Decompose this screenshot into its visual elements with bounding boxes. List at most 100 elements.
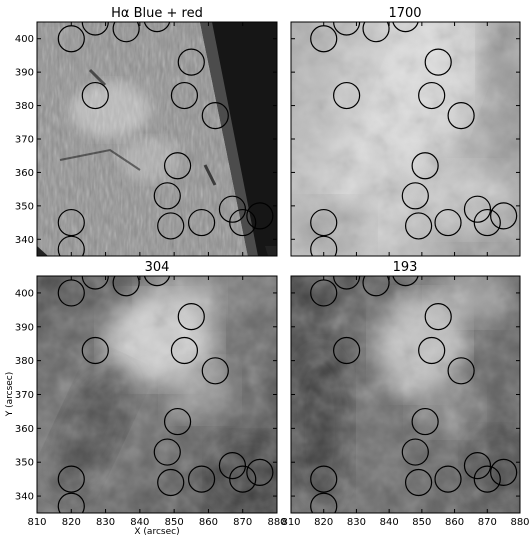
x-tick-label-p304-840: 840 — [130, 517, 149, 528]
x-tick-label-p193-850: 850 — [412, 517, 431, 528]
x-tick-label-p193-870: 870 — [478, 517, 497, 528]
marker-circle-p193-14 — [473, 465, 501, 493]
marker-circle-p304-5 — [81, 336, 109, 365]
x-tick-label-p193-810: 810 — [281, 517, 300, 528]
marker-circle-p1700-5 — [333, 81, 361, 110]
marker-circle-p193-4 — [424, 303, 452, 331]
marker-circle-p1700-13 — [463, 195, 492, 223]
circle-group-p193 — [310, 276, 518, 513]
marker-circle-halpha-16 — [57, 235, 85, 256]
marker-circle-p1700-15 — [490, 202, 518, 230]
marker-circle-p304-4 — [177, 303, 205, 331]
y-tick-label-halpha-380: 380 — [15, 101, 34, 112]
marker-circle-p1700-11 — [404, 212, 433, 240]
marker-circle-p304-11 — [157, 468, 185, 497]
y-tick-label-p304-400: 400 — [15, 288, 34, 299]
marker-circle-p304-15 — [246, 458, 274, 486]
x-tick-label-p304-820: 820 — [62, 517, 81, 528]
y-axis-label: Y (arcsec) — [5, 372, 15, 418]
marker-circle-halpha-8 — [163, 152, 192, 180]
y-tick-label-halpha-340: 340 — [15, 235, 34, 246]
marker-circle-halpha-12 — [187, 208, 216, 237]
y-tick-label-halpha-390: 390 — [15, 68, 34, 79]
panel-title-1700: 1700 — [388, 6, 421, 21]
panel-halpha-image — [37, 22, 277, 256]
marker-circle-p304-10 — [57, 465, 85, 493]
marker-circle-halpha-9 — [153, 182, 181, 210]
y-tick-label-halpha-350: 350 — [15, 201, 34, 212]
marker-circle-p304-6 — [170, 336, 199, 365]
y-tick-label-p304-340: 340 — [15, 492, 34, 503]
marker-circle-halpha-14 — [229, 208, 257, 237]
circle-group-halpha — [57, 22, 274, 256]
marker-circle-halpha-2 — [112, 22, 140, 43]
x-tick-label-p304-860: 860 — [199, 517, 218, 528]
marker-circle-halpha-13 — [218, 195, 247, 223]
marker-circle-p1700-12 — [434, 208, 462, 237]
marker-circle-p1700-4 — [424, 48, 452, 76]
y-tick-label-halpha-400: 400 — [15, 34, 34, 45]
marker-circle-p1700-6 — [418, 81, 446, 110]
x-tick-label-p193-860: 860 — [445, 517, 464, 528]
marker-circle-p1700-10 — [310, 208, 338, 237]
marker-circle-p304-16 — [57, 492, 85, 513]
x-tick-label-p304-810: 810 — [27, 517, 46, 528]
marker-circle-p304-8 — [163, 407, 192, 436]
marker-circle-p304-1 — [81, 276, 109, 290]
marker-circle-p1700-14 — [473, 208, 501, 237]
x-tick-label-p304-850: 850 — [165, 517, 184, 528]
panel-title-304: 304 — [145, 260, 170, 275]
marker-circle-p193-6 — [418, 336, 446, 365]
marker-circle-p193-13 — [463, 452, 492, 480]
marker-circle-p193-5 — [333, 336, 361, 365]
panel-halpha — [37, 22, 277, 256]
marker-circle-p193-16 — [310, 492, 338, 513]
marker-circle-p193-8 — [411, 407, 439, 436]
marker-circle-halpha-1 — [81, 22, 109, 36]
marker-circle-halpha-6 — [170, 81, 199, 110]
marker-circle-p193-12 — [434, 465, 462, 493]
x-tick-label-p193-880: 880 — [510, 517, 529, 528]
marker-circle-halpha-15 — [246, 202, 274, 230]
marker-circle-p304-13 — [218, 452, 247, 480]
marker-circle-halpha-3 — [143, 22, 171, 33]
marker-circle-p1700-8 — [411, 152, 439, 180]
marker-circle-p304-9 — [153, 438, 181, 466]
y-tick-label-p304-360: 360 — [15, 424, 34, 435]
panel-304-image — [37, 276, 277, 513]
x-tick-label-p193-830: 830 — [347, 517, 366, 528]
marker-circle-p193-7 — [447, 357, 475, 385]
marker-circle-p1700-16 — [310, 235, 338, 256]
marker-circle-p193-2 — [362, 276, 390, 297]
marker-circle-p1700-2 — [362, 22, 390, 43]
panel-304 — [37, 276, 277, 513]
panel-title-193: 193 — [393, 260, 418, 275]
y-tick-label-p304-370: 370 — [15, 390, 34, 401]
panel-title-halpha: Hα Blue + red — [111, 6, 203, 21]
marker-circle-p304-12 — [187, 465, 216, 493]
overlay-layer: 340 350 360 370 380 390 400 810 820 830 840 850 860 8… — [15, 22, 530, 528]
y-tick-label-p304-350: 350 — [15, 458, 34, 469]
panel-193-image — [291, 276, 520, 513]
x-tick-label-p193-820: 820 — [314, 517, 333, 528]
panel-1700-image — [291, 22, 520, 256]
marker-circle-p304-7 — [201, 357, 229, 385]
marker-circle-halpha-11 — [157, 212, 185, 240]
marker-circle-p193-15 — [490, 458, 518, 486]
y-tick-label-p304-390: 390 — [15, 322, 34, 333]
panel-1700 — [291, 22, 520, 256]
marker-circle-p304-3 — [143, 276, 171, 287]
marker-circle-p193-1 — [333, 276, 361, 290]
marker-circle-halpha-7 — [201, 101, 229, 130]
panel-193 — [291, 276, 520, 513]
marker-circle-p1700-9 — [401, 182, 429, 210]
marker-circle-halpha-5 — [81, 81, 109, 110]
x-tick-label-p304-830: 830 — [96, 517, 115, 528]
x-tick-label-p193-840: 840 — [380, 517, 399, 528]
x-axis-label: X (arcsec) — [134, 527, 179, 537]
marker-circle-p193-3 — [392, 276, 419, 287]
marker-circle-halpha-4 — [177, 48, 205, 76]
marker-circle-p304-14 — [229, 465, 257, 493]
marker-circle-p193-10 — [310, 465, 338, 493]
